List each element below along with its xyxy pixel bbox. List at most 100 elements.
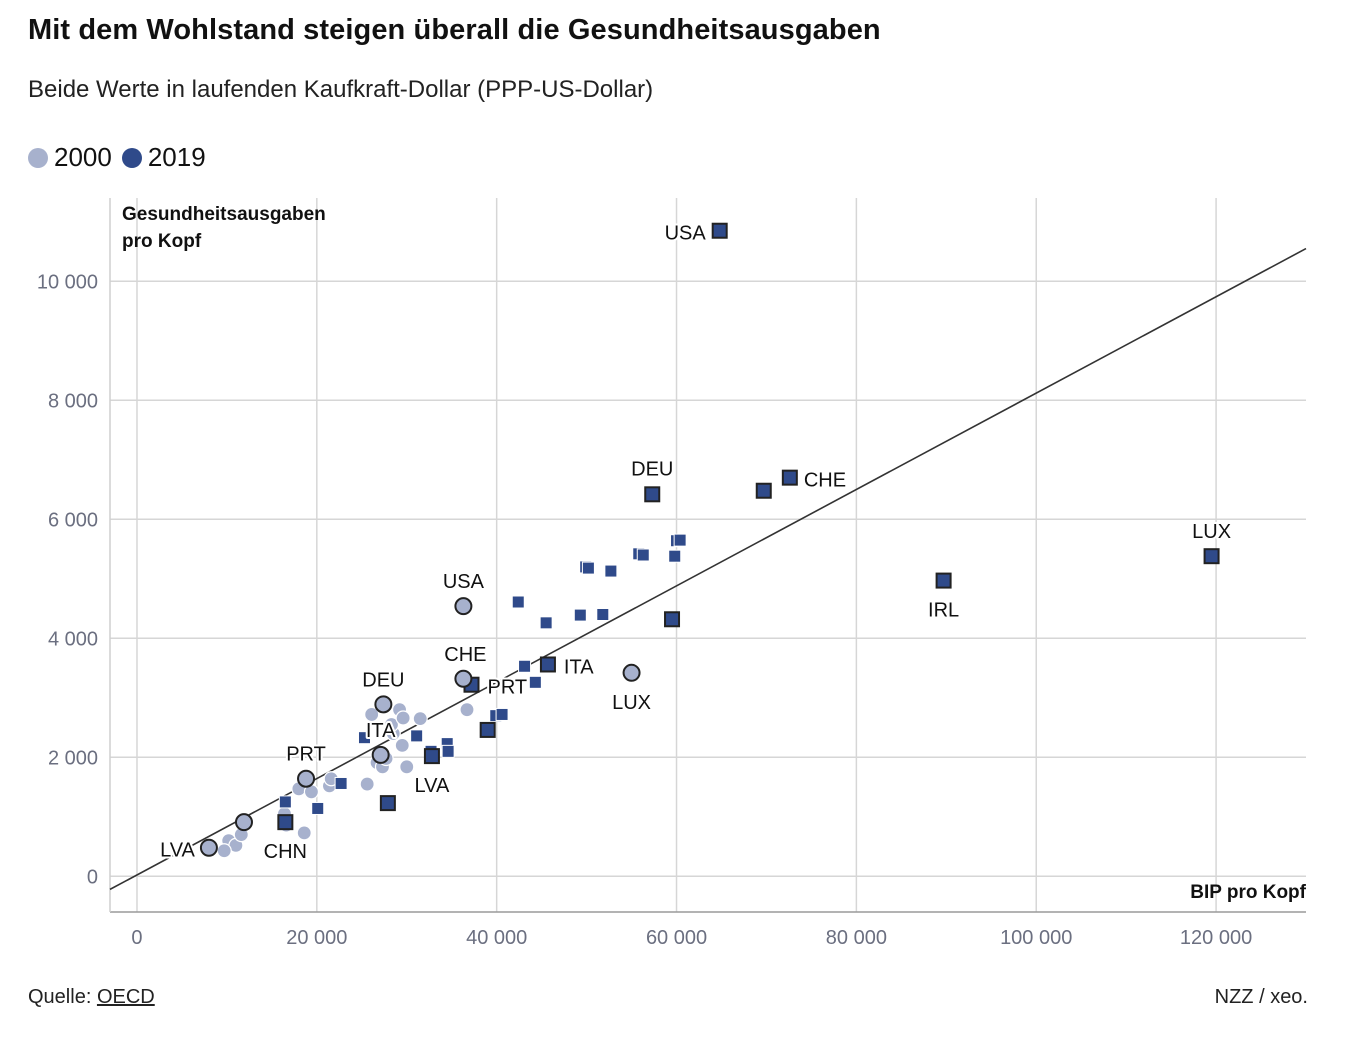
highlight-point-2000	[199, 838, 218, 857]
data-point-2019	[528, 675, 542, 689]
highlight-point-2000	[622, 663, 641, 682]
source-note: Quelle: OECD	[28, 986, 155, 1009]
y-tick-label: 8 000	[48, 390, 98, 412]
point-label: CHE	[444, 644, 486, 666]
x-tick-label: 100 000	[1000, 927, 1072, 949]
point-label-halo: LUX	[1192, 521, 1231, 543]
point-label-halo: DEU	[631, 458, 673, 480]
data-point-2000	[394, 737, 410, 754]
data-point-2019	[495, 707, 509, 721]
point-label: DEU	[362, 669, 404, 691]
data-point-2019	[278, 795, 292, 809]
source-link[interactable]: OECD	[96, 986, 155, 1008]
point-label: LUX	[612, 692, 651, 714]
point-label-halo: LUX	[612, 692, 651, 714]
chart-subtitle: Beide Werte in laufenden Kaufkraft-Dolla…	[28, 76, 654, 103]
point-label-halo: ITA	[366, 720, 396, 742]
highlight-point-2019	[277, 814, 294, 831]
highlight-point-2019	[479, 721, 496, 738]
point-label-halo: USA	[665, 223, 707, 245]
data-point-2000	[383, 716, 400, 733]
point-label-halo: PRT	[487, 677, 527, 699]
data-point-2019	[573, 608, 587, 622]
data-point-2019	[636, 548, 650, 562]
data-point-2000	[395, 710, 411, 726]
legend-2000-label: 2000	[54, 142, 112, 172]
chart-title: Mit dem Wohlstand steigen überall die Ge…	[28, 14, 881, 46]
y-tick-label: 2 000	[48, 747, 98, 769]
data-point-2000	[216, 843, 232, 859]
point-label-halo: LVA	[160, 840, 195, 862]
x-tick-label: 20 000	[286, 927, 347, 949]
highlight-point-2019	[711, 222, 728, 239]
point-label-halo: CHN	[264, 841, 307, 863]
point-label-halo: USA	[443, 571, 485, 593]
trendline	[109, 247, 1307, 891]
point-label: DEU	[631, 458, 673, 480]
point-label: IRL	[928, 600, 959, 622]
credit: NZZ / xeo.	[1214, 986, 1308, 1008]
highlight-point-2019	[935, 572, 952, 589]
highlight-point-2019	[644, 486, 661, 503]
highlight-point-2000	[297, 769, 316, 788]
x-tick-label: 80 000	[826, 927, 887, 949]
data-point-2019	[673, 533, 687, 547]
point-label: LVA	[160, 840, 195, 862]
highlight-point-2019	[379, 795, 396, 812]
point-label-halo: DEU	[362, 669, 404, 691]
highlight-point-2000	[234, 813, 253, 832]
x-tick-label: 120 000	[1180, 927, 1252, 949]
y-axis-title: Gesundheitsausgaben	[122, 204, 326, 225]
data-point-2019	[311, 801, 325, 815]
legend-2019-swatch	[121, 147, 142, 168]
point-label: LUX	[1192, 521, 1231, 543]
x-tick-label: 0	[131, 927, 142, 949]
data-point-2000	[412, 711, 428, 727]
x-axis-title: BIP pro Kopf	[1190, 882, 1306, 903]
legend: 2000 2019	[28, 142, 216, 173]
point-label-halo: CHE	[444, 644, 486, 666]
y-tick-label: 4 000	[48, 628, 98, 650]
y-axis-title: pro Kopf	[122, 231, 202, 252]
legend-2019-label: 2019	[147, 142, 206, 172]
data-point-2000	[399, 759, 415, 775]
point-label: ITA	[366, 720, 396, 742]
x-tick-label: 60 000	[646, 927, 707, 949]
highlight-point-2019	[539, 656, 556, 673]
data-point-2019	[668, 549, 682, 563]
source-prefix: Quelle:	[28, 986, 97, 1008]
highlight-point-2000	[454, 597, 473, 616]
data-point-2000	[364, 706, 380, 723]
data-point-2019	[441, 744, 455, 758]
data-point-2000	[359, 776, 375, 792]
point-label: USA	[443, 571, 485, 593]
highlight-point-2019	[423, 748, 440, 765]
point-label-halo: PRT	[286, 744, 326, 766]
highlight-point-2019	[781, 469, 798, 486]
x-tick-label: 40 000	[466, 927, 527, 949]
data-point-2019	[357, 731, 371, 745]
point-label-halo: IRL	[928, 600, 959, 622]
legend-item-2019: 2019	[121, 142, 206, 173]
highlight-point-2000	[371, 745, 390, 764]
point-label: CHN	[264, 841, 307, 863]
y-tick-label: 6 000	[48, 509, 98, 531]
highlight-point-2019	[664, 611, 681, 628]
point-label: USA	[665, 223, 707, 245]
highlight-point-2019	[755, 482, 772, 499]
data-point-2019	[581, 561, 595, 575]
legend-item-2000: 2000	[28, 142, 112, 173]
point-label: PRT	[286, 744, 326, 766]
point-label: LVA	[415, 775, 450, 797]
data-point-2000	[459, 702, 475, 718]
point-label: PRT	[487, 677, 527, 699]
data-point-2019	[596, 608, 610, 621]
data-point-2019	[518, 659, 532, 673]
data-point-2019	[511, 595, 525, 609]
point-label-halo: ITA	[564, 656, 594, 678]
data-point-2019	[334, 776, 348, 790]
data-point-2000	[296, 825, 312, 841]
highlight-point-2000	[374, 695, 393, 714]
y-tick-label: 10 000	[37, 271, 98, 293]
